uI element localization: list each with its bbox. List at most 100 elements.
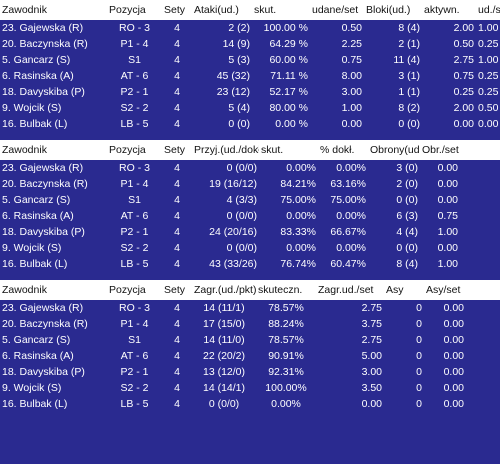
table-row[interactable]: 16. Bulbak (L) LB - 5 4 0 (0/0) 0.00% 0.00 0 0.…: [0, 396, 500, 412]
column-header-attacks[interactable]: Ataki(ud.): [194, 4, 239, 16]
cell-sets: 4: [174, 70, 180, 82]
cell-serves: 22 (20/2): [202, 350, 246, 362]
table-row[interactable]: 18. Davyskiba (P) P2 - 1 4 24 (20/16) 83.33%…: [0, 224, 500, 240]
cell-position: LB - 5: [120, 398, 149, 410]
cell-aces: 0: [416, 334, 422, 346]
cell-blocks: 11 (4): [393, 54, 420, 66]
table-row[interactable]: 23. Gajewska (R) RO - 3 4 0 (0/0) 0.00% 0.00%…: [0, 160, 500, 176]
column-header-receptions[interactable]: Przyj.(ud./dokł.): [194, 144, 259, 156]
column-header-player[interactable]: Zawodnik: [2, 144, 47, 156]
cell-position: AT - 6: [120, 210, 149, 222]
table-row[interactable]: 20. Baczynska (R) P1 - 4 4 17 (15/0) 88.24% 3…: [0, 316, 500, 332]
cell-reception-efficiency: 75.00%: [280, 194, 316, 206]
column-header-serves[interactable]: Zagr.(ud./pkt): [194, 284, 256, 296]
cell-digs-per-set: 1.00: [437, 258, 458, 270]
table-row[interactable]: 20. Baczynska (R) P1 - 4 4 19 (16/12) 84.21%…: [0, 176, 500, 192]
column-header-serve-efficiency[interactable]: skuteczn.: [258, 284, 303, 296]
column-header-position[interactable]: Pozycja: [109, 284, 146, 296]
column-header-sets[interactable]: Sety: [164, 4, 186, 16]
cell-attack-efficiency: 52.17 %: [269, 86, 308, 98]
cell-player: 9. Wojcik (S): [2, 102, 62, 114]
column-header-digs[interactable]: Obrony(ud.): [370, 144, 420, 156]
cell-digs-per-set: 0.00: [437, 178, 458, 190]
cell-reception-efficiency: 0.00%: [286, 162, 316, 174]
cell-digs: 4 (4): [396, 226, 418, 238]
column-header-serves-per-set[interactable]: Zagr.ud./set: [318, 284, 374, 296]
table-row[interactable]: 9. Wojcik (S) S2 - 2 4 0 (0/0) 0.00% 0.00% 0 (…: [0, 240, 500, 256]
column-header-reception-precision[interactable]: % dokł.: [320, 144, 355, 156]
table-row[interactable]: 5. Gancarz (S) S1 4 4 (3/3) 75.00% 75.00% 0 (0…: [0, 192, 500, 208]
cell-serve-efficiency: 100.00%: [265, 382, 307, 394]
cell-aces: 0: [416, 318, 422, 330]
cell-aces-per-set: 0.00: [443, 302, 464, 314]
column-header-player[interactable]: Zawodnik: [2, 284, 47, 296]
column-header-attacks-per-set[interactable]: udane/set: [312, 4, 359, 16]
column-header-block-activity[interactable]: aktywn.: [424, 4, 460, 16]
column-header-aces[interactable]: Asy: [386, 284, 404, 296]
cell-reception-precision: 0.00%: [336, 242, 366, 254]
cell-blocks-per-set: 0.25: [478, 38, 499, 50]
cell-player: 16. Bulbak (L): [2, 398, 68, 410]
cell-reception-precision: 0.00%: [336, 162, 366, 174]
cell-player: 18. Davyskiba (P): [2, 366, 85, 378]
cell-position: LB - 5: [120, 258, 149, 270]
cell-player: 18. Davyskiba (P): [2, 226, 85, 238]
table-row[interactable]: 20. Baczynska (R) P1 - 4 4 14 (9) 64.29 % 2.2…: [0, 36, 500, 52]
column-header-reception-efficiency[interactable]: skut.: [261, 144, 284, 156]
cell-attacks-per-set: 8.00: [341, 70, 362, 82]
column-header-position[interactable]: Pozycja: [109, 4, 146, 16]
table-row[interactable]: 6. Rasinska (A) AT - 6 4 22 (20/2) 90.91% 5.0…: [0, 348, 500, 364]
cell-block-activity: 2.75: [453, 54, 474, 66]
column-header-aces-per-set[interactable]: Asy/set: [426, 284, 461, 296]
cell-sets: 4: [174, 194, 180, 206]
cell-sets: 4: [174, 382, 180, 394]
cell-player: 6. Rasinska (A): [2, 70, 74, 82]
column-header-player[interactable]: Zawodnik: [2, 4, 47, 16]
cell-attacks-per-set: 0.75: [341, 54, 362, 66]
table-row[interactable]: 9. Wojcik (S) S2 - 2 4 5 (4) 80.00 % 1.00 8 (2…: [0, 100, 500, 116]
table-row[interactable]: 18. Davyskiba (P) P2 - 1 4 13 (12/0) 92.31% 3…: [0, 364, 500, 380]
cell-attacks: 2 (2): [228, 22, 250, 34]
column-header-position[interactable]: Pozycja: [109, 144, 146, 156]
cell-attacks-per-set: 1.00: [341, 102, 362, 114]
cell-attack-efficiency: 0.00 %: [275, 118, 308, 130]
column-header-attack-efficiency[interactable]: skut.: [254, 4, 277, 16]
table-row[interactable]: 6. Rasinska (A) AT - 6 4 0 (0/0) 0.00% 0.00% 6…: [0, 208, 500, 224]
table-row[interactable]: 9. Wojcik (S) S2 - 2 4 14 (14/1) 100.00% 3.50…: [0, 380, 500, 396]
cell-sets: 4: [174, 398, 180, 410]
cell-sets: 4: [174, 226, 180, 238]
column-header-blocks[interactable]: Bloki(ud.): [366, 4, 411, 16]
cell-aces: 0: [416, 366, 422, 378]
cell-player: 23. Gajewska (R): [2, 22, 84, 34]
table-row[interactable]: 23. Gajewska (R) RO - 3 4 14 (11/1) 78.57% 2.…: [0, 300, 500, 316]
cell-sets: 4: [174, 366, 180, 378]
column-header-sets[interactable]: Sety: [164, 284, 186, 296]
cell-reception-precision: 60.47%: [330, 258, 366, 270]
cell-block-activity: 2.00: [453, 22, 474, 34]
cell-aces-per-set: 0.00: [443, 350, 464, 362]
table-row[interactable]: 5. Gancarz (S) S1 4 14 (11/0) 78.57% 2.75 0 0.0…: [0, 332, 500, 348]
cell-serve-efficiency: 78.57%: [268, 334, 304, 346]
column-header-blocks-per-set[interactable]: ud./set: [478, 4, 500, 16]
cell-serve-efficiency: 90.91%: [268, 350, 304, 362]
table-row[interactable]: 18. Davyskiba (P) P2 - 1 4 23 (12) 52.17 % 3.…: [0, 84, 500, 100]
cell-serves-per-set: 3.50: [361, 382, 382, 394]
cell-digs-per-set: 0.75: [437, 210, 458, 222]
table-row[interactable]: 16. Bulbak (L) LB - 5 4 0 (0) 0.00 % 0.00 0 (0…: [0, 116, 500, 132]
column-header-sets[interactable]: Sety: [164, 144, 186, 156]
cell-player: 20. Baczynska (R): [2, 38, 88, 50]
table-row[interactable]: 5. Gancarz (S) S1 4 5 (3) 60.00 % 0.75 11 (4) 2…: [0, 52, 500, 68]
cell-position: P2 - 1: [120, 366, 149, 378]
cell-blocks: 1 (1): [398, 86, 420, 98]
table-row[interactable]: 16. Bulbak (L) LB - 5 4 43 (33/26) 76.74% 60.…: [0, 256, 500, 272]
table-row[interactable]: 23. Gajewska (R) RO - 3 4 2 (2) 100.00 % 0.50…: [0, 20, 500, 36]
cell-position: P2 - 1: [120, 226, 149, 238]
cell-attacks: 5 (4): [228, 102, 250, 114]
cell-player: 20. Baczynska (R): [2, 178, 88, 190]
column-header-digs-per-set[interactable]: Obr./set: [422, 144, 459, 156]
cell-blocks: 2 (1): [398, 38, 420, 50]
cell-attacks: 23 (12): [216, 86, 250, 98]
table-row[interactable]: 6. Rasinska (A) AT - 6 4 45 (32) 71.11 % 8.00…: [0, 68, 500, 84]
cell-attacks: 5 (3): [228, 54, 250, 66]
cell-digs-per-set: 1.00: [437, 226, 458, 238]
